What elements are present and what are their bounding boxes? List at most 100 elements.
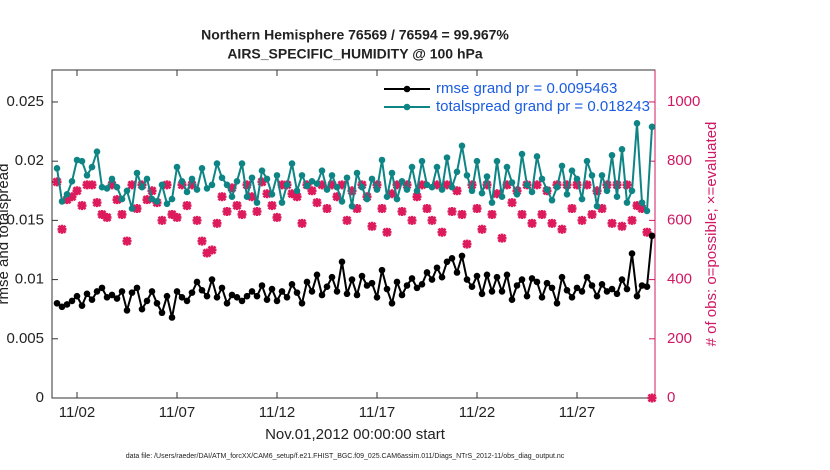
obs-marker [327, 180, 337, 190]
point [513, 282, 521, 289]
point [448, 254, 456, 262]
obs-marker [237, 209, 247, 219]
obs-marker [417, 180, 427, 190]
point [343, 290, 351, 298]
point [243, 292, 251, 300]
y-axis-label: rmse and totalspread [0, 164, 12, 305]
point [418, 157, 426, 165]
point [568, 167, 576, 174]
point [373, 294, 381, 301]
obs-marker [72, 186, 82, 196]
point [93, 288, 101, 295]
obs-marker [497, 233, 507, 243]
point [368, 279, 376, 287]
obs-marker [257, 177, 267, 187]
obs-marker [262, 189, 272, 199]
point [68, 297, 76, 305]
legend-box [377, 77, 647, 119]
point [493, 157, 501, 165]
obs-marker [67, 192, 77, 202]
obs-marker [182, 201, 192, 211]
obs-marker [482, 180, 492, 190]
point [358, 183, 366, 191]
point [313, 180, 321, 187]
chart-subtitle: AIRS_SPECIFIC_HUMIDITY @ 100 hPa [227, 46, 483, 62]
point [358, 272, 366, 280]
point [348, 202, 356, 210]
point [113, 183, 121, 191]
obs-marker [452, 186, 462, 196]
point [603, 288, 611, 295]
point [558, 162, 566, 170]
point [278, 288, 286, 295]
obs-marker [117, 209, 127, 219]
obs-marker [572, 180, 582, 190]
obs-marker [642, 227, 652, 237]
obs-marker [212, 218, 222, 228]
obs-marker [437, 227, 447, 237]
obs-marker [647, 393, 657, 403]
point [623, 199, 631, 206]
point [328, 172, 336, 179]
point [583, 273, 591, 281]
point [163, 200, 171, 208]
point [168, 314, 176, 321]
point [433, 163, 441, 171]
obs-marker [157, 215, 167, 225]
point [293, 187, 301, 195]
point [548, 284, 556, 292]
point [138, 305, 146, 313]
point [363, 195, 371, 203]
point [128, 205, 136, 212]
y2-tick-label: 0 [667, 389, 675, 406]
point [368, 175, 376, 183]
point [483, 173, 491, 180]
point [558, 273, 566, 281]
point [513, 191, 521, 198]
point [628, 250, 636, 257]
point [413, 187, 421, 195]
x-tick-label: 11/02 [59, 404, 95, 421]
point [343, 174, 351, 182]
point [158, 181, 166, 189]
point [248, 288, 256, 295]
obs-marker [132, 204, 142, 214]
obs-marker [227, 183, 237, 193]
point [528, 275, 536, 282]
point [458, 252, 466, 260]
y-tick-label: 0.015 [6, 211, 44, 228]
obs-marker [457, 209, 467, 219]
point [318, 167, 326, 174]
obs-marker [187, 180, 197, 190]
point [598, 172, 606, 179]
point [468, 283, 476, 290]
obs-marker [612, 180, 622, 190]
y-tick-label: 0.005 [6, 330, 44, 347]
point [398, 178, 406, 185]
point [213, 294, 221, 301]
obs-marker [167, 209, 177, 219]
point [323, 283, 331, 290]
point [478, 189, 486, 197]
point [383, 193, 391, 201]
point [78, 302, 86, 309]
point [143, 175, 151, 183]
point [168, 195, 176, 203]
obs-marker [342, 215, 352, 225]
obs-marker [407, 215, 417, 225]
point [273, 297, 281, 305]
obs-marker [422, 204, 432, 214]
obs-marker [52, 177, 62, 187]
point [278, 199, 286, 206]
obs-marker [112, 195, 122, 205]
obs-marker [292, 192, 302, 202]
obs-marker [242, 180, 252, 190]
obs-marker [567, 204, 577, 214]
point [333, 288, 341, 295]
obs-marker [147, 186, 157, 196]
point [223, 181, 231, 189]
obs-marker [487, 209, 497, 219]
obs-marker [392, 180, 402, 190]
point [148, 288, 156, 295]
